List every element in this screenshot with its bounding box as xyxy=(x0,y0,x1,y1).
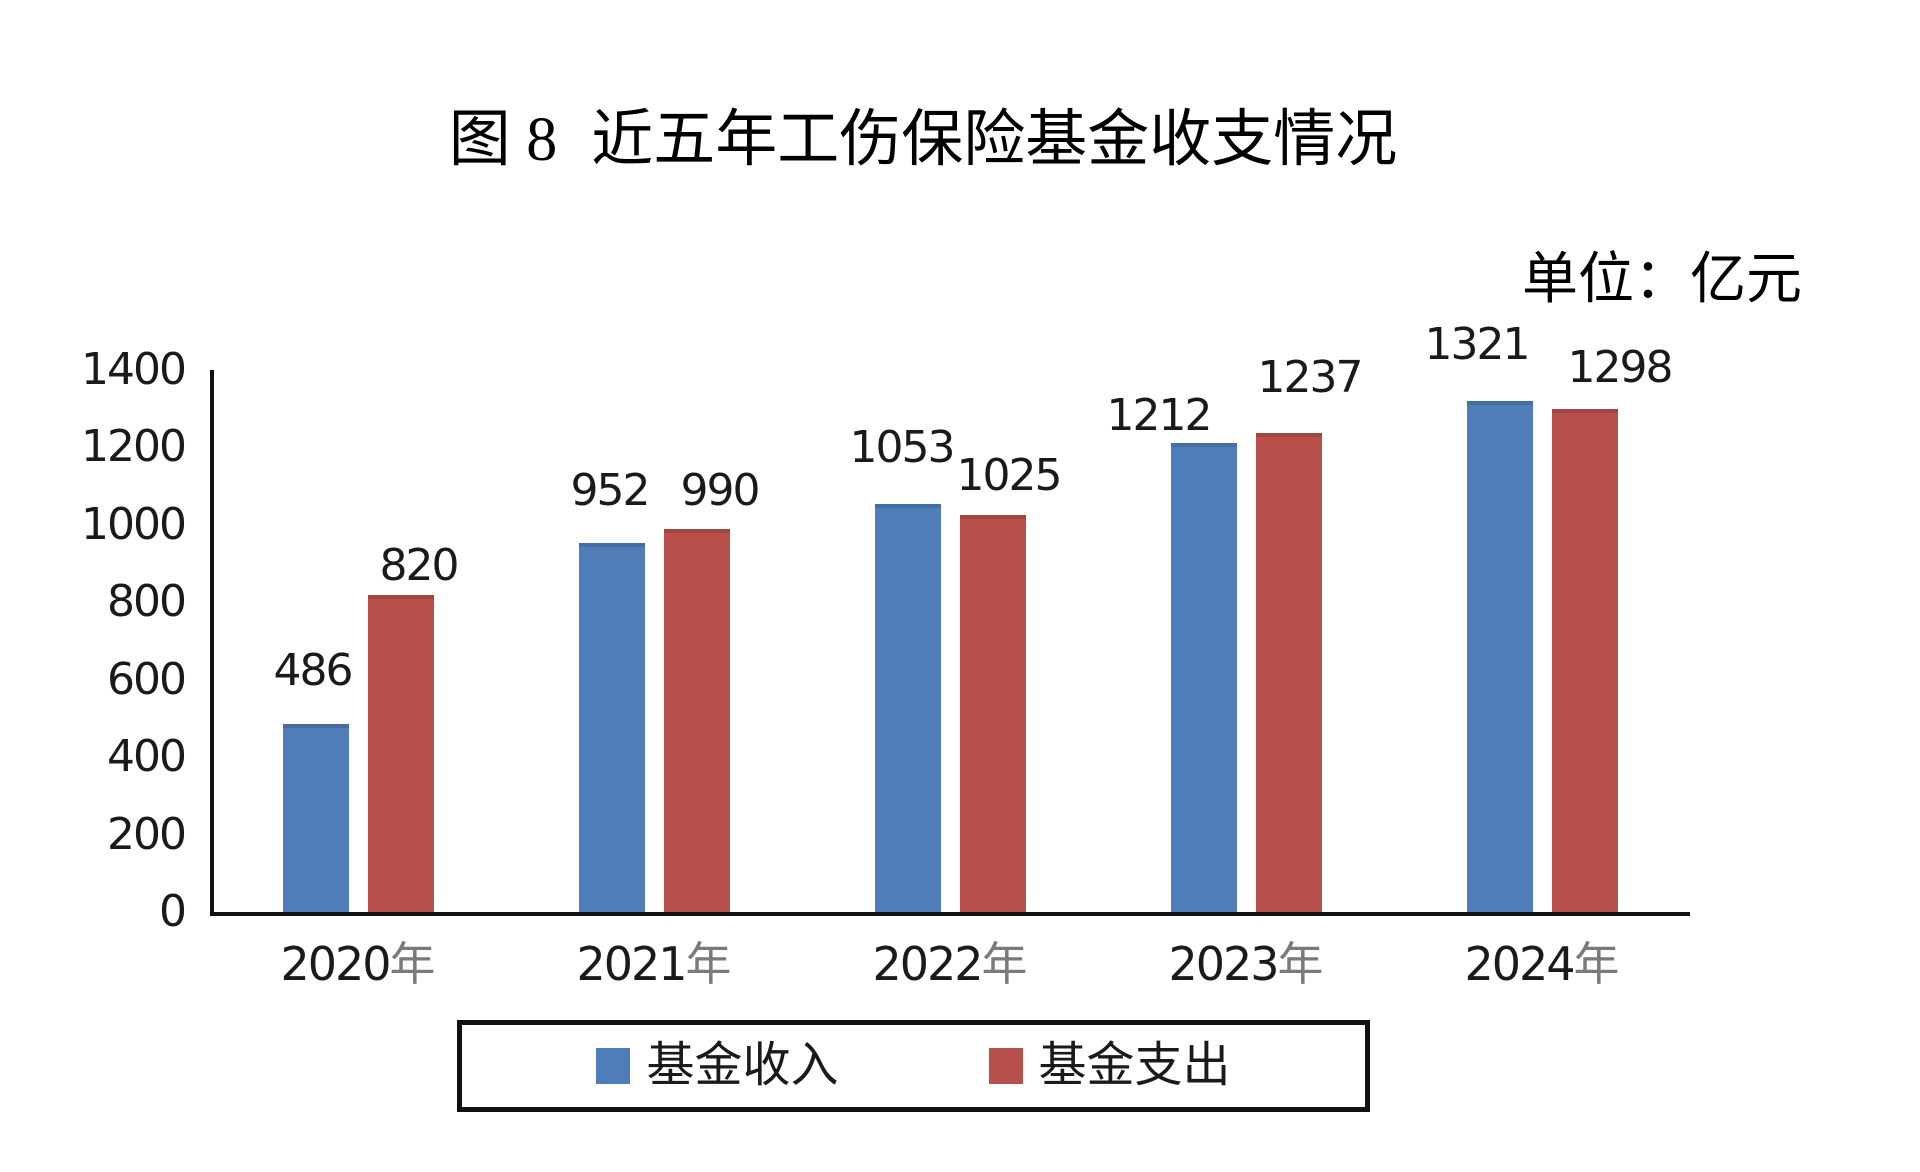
bar-基金支出-2022年 xyxy=(959,515,1026,912)
x-label-year-number: 2024 xyxy=(1464,937,1575,991)
y-tick-200: 200 xyxy=(107,808,187,860)
y-tick-600: 600 xyxy=(107,653,187,705)
value-label-基金支出-2022年: 1025 xyxy=(956,450,1063,502)
x-label-year-suffix: 年 xyxy=(981,939,1028,990)
value-label-基金支出-2020年: 820 xyxy=(379,539,460,591)
x-axis-line xyxy=(210,912,1690,916)
x-label-2020年: 2020年 xyxy=(280,938,435,991)
chart-title-number: 图 8 xyxy=(448,106,558,174)
value-label-基金支出-2021年: 990 xyxy=(680,464,761,516)
x-label-year-number: 2023 xyxy=(1168,937,1279,991)
x-label-2024年: 2024年 xyxy=(1464,938,1619,991)
y-tick-0: 0 xyxy=(159,886,187,937)
y-tick-1200: 1200 xyxy=(81,421,187,473)
bar-基金支出-2021年 xyxy=(663,528,730,912)
value-label-基金收入-2020年: 486 xyxy=(273,644,354,696)
y-tick-800: 800 xyxy=(107,576,187,628)
x-label-year-number: 2021 xyxy=(576,937,687,991)
bar-基金支出-2023年 xyxy=(1255,433,1322,912)
x-label-2023年: 2023年 xyxy=(1168,938,1323,991)
value-label-基金收入-2022年: 1053 xyxy=(849,422,956,474)
x-label-year-number: 2020 xyxy=(280,937,391,991)
chart-title: 图 8 近五年工伤保险基金收支情况 xyxy=(0,104,1846,176)
legend-entry-expense: 基金支出 xyxy=(988,1039,1231,1092)
y-tick-1400: 1400 xyxy=(81,344,187,395)
bar-基金支出-2020年 xyxy=(367,594,434,912)
y-tick-1000: 1000 xyxy=(81,498,187,550)
unit-label: 单位：亿元 xyxy=(1522,249,1802,311)
value-label-基金支出-2024年: 1298 xyxy=(1567,342,1674,394)
legend-swatch-income xyxy=(596,1048,631,1084)
bar-基金收入-2022年 xyxy=(874,504,941,912)
value-label-基金收入-2024年: 1321 xyxy=(1424,318,1531,370)
x-label-year-suffix: 年 xyxy=(1277,939,1324,990)
x-label-year-suffix: 年 xyxy=(685,939,732,990)
x-label-2022年: 2022年 xyxy=(872,938,1027,991)
legend-label-expense: 基金支出 xyxy=(1038,1039,1231,1092)
x-label-year-suffix: 年 xyxy=(389,939,436,990)
bar-基金收入-2020年 xyxy=(282,723,349,912)
x-label-year-suffix: 年 xyxy=(1573,939,1620,990)
legend-swatch-expense xyxy=(988,1048,1023,1084)
bar-基金支出-2024年 xyxy=(1551,409,1618,912)
legend-entry-income: 基金收入 xyxy=(596,1039,839,1092)
legend-label-income: 基金收入 xyxy=(646,1039,839,1092)
bar-基金收入-2024年 xyxy=(1466,400,1533,912)
chart-title-text: 近五年工伤保险基金收支情况 xyxy=(591,106,1398,174)
value-label-基金支出-2023年: 1237 xyxy=(1257,352,1364,404)
y-tick-400: 400 xyxy=(107,731,187,783)
x-label-2021年: 2021年 xyxy=(576,938,731,991)
bar-基金收入-2023年 xyxy=(1170,442,1237,912)
bar-基金收入-2021年 xyxy=(578,543,645,912)
value-label-基金收入-2023年: 1212 xyxy=(1106,389,1213,441)
value-label-基金收入-2021年: 952 xyxy=(570,465,651,517)
legend: 基金收入 基金支出 xyxy=(457,1020,1370,1112)
x-label-year-number: 2022 xyxy=(872,937,983,991)
y-axis-line xyxy=(210,370,214,916)
